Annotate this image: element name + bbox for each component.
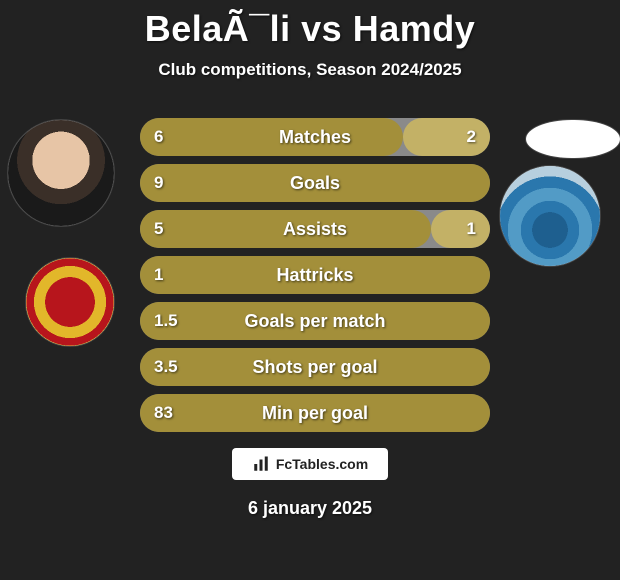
stat-bar-right: 2	[403, 118, 491, 156]
club-badge-icon	[26, 258, 114, 346]
stat-row: 1Hattricks	[140, 256, 490, 294]
club-right-badge	[500, 166, 600, 266]
stat-bar-left: 3.5	[140, 348, 490, 386]
stat-bar-left: 83	[140, 394, 490, 432]
stat-row: 3.5Shots per goal	[140, 348, 490, 386]
stat-left-value: 1.5	[154, 311, 178, 331]
stat-left-value: 83	[154, 403, 173, 423]
stat-bar-left: 9	[140, 164, 490, 202]
stat-bar-left: 6	[140, 118, 403, 156]
stat-row: 9Goals	[140, 164, 490, 202]
stat-bars: 62Matches9Goals51Assists1Hattricks1.5Goa…	[140, 118, 490, 440]
stat-left-value: 5	[154, 219, 163, 239]
page-title: BelaÃ¯li vs Hamdy	[0, 0, 620, 50]
footer-date: 6 january 2025	[0, 498, 620, 519]
stat-row: 1.5Goals per match	[140, 302, 490, 340]
brand-badge: FcTables.com	[232, 448, 388, 480]
stat-left-value: 3.5	[154, 357, 178, 377]
club-left-badge	[26, 258, 114, 346]
stat-bar-left: 1.5	[140, 302, 490, 340]
stat-bar-left: 1	[140, 256, 490, 294]
stat-right-value: 1	[467, 219, 476, 239]
stat-row: 51Assists	[140, 210, 490, 248]
stat-left-value: 9	[154, 173, 163, 193]
stat-right-value: 2	[467, 127, 476, 147]
player-right-avatar	[526, 120, 620, 158]
page-subtitle: Club competitions, Season 2024/2025	[0, 60, 620, 80]
stat-bar-left: 5	[140, 210, 431, 248]
stat-bar-right: 1	[431, 210, 491, 248]
club-badge-icon	[500, 166, 600, 266]
player-face-icon	[8, 120, 114, 226]
player-left-avatar	[8, 120, 114, 226]
stat-left-value: 1	[154, 265, 163, 285]
stat-left-value: 6	[154, 127, 163, 147]
brand-text: FcTables.com	[276, 456, 368, 472]
stat-row: 62Matches	[140, 118, 490, 156]
bar-chart-icon	[252, 455, 270, 473]
stat-row: 83Min per goal	[140, 394, 490, 432]
